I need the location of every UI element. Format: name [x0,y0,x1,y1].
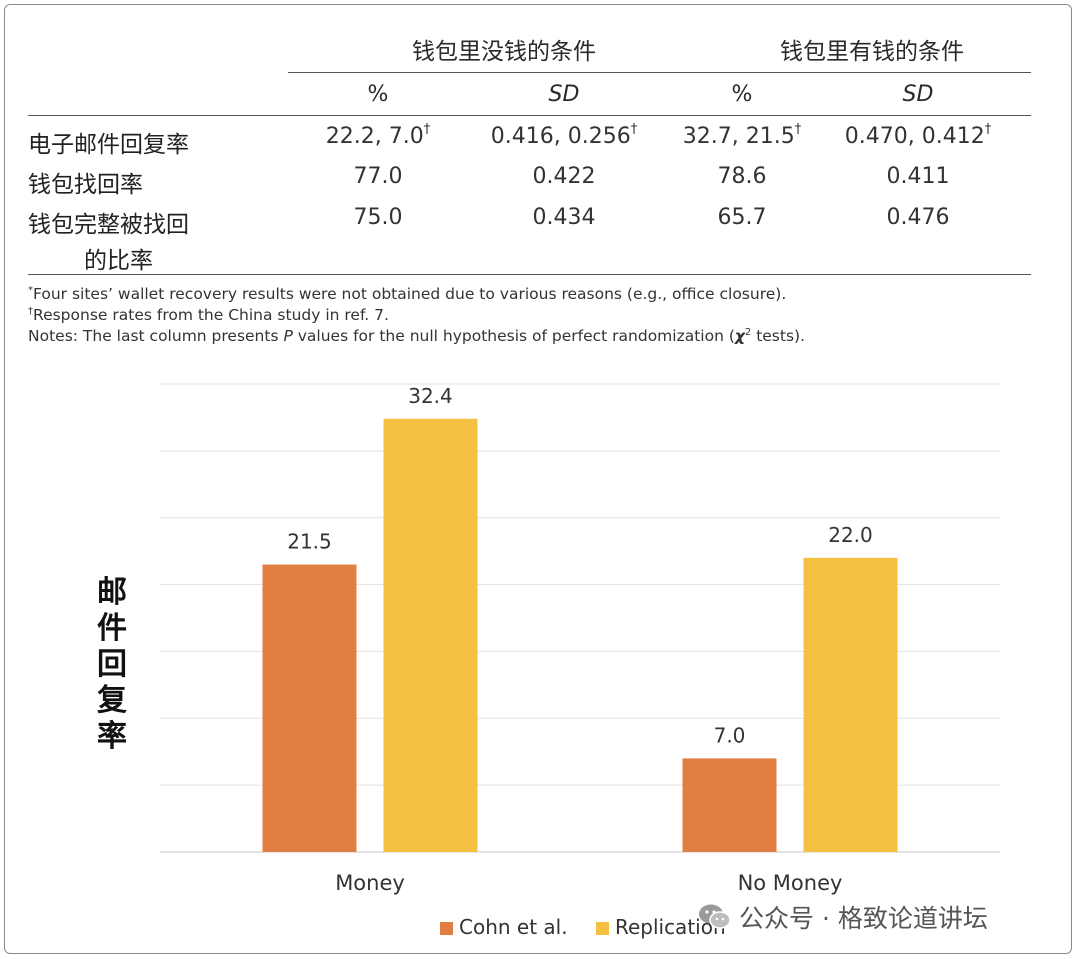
header-rule-top [288,72,1031,73]
table-cell: 0.476 [886,205,950,230]
bar [803,557,898,852]
subheader-pct-1: % [367,82,389,107]
legend: Cohn et al. Replication [440,915,726,939]
footnote-dagger: †Response rates from the China study in … [28,306,389,324]
table-cell: 0.422 [532,164,596,189]
row-label-email-response: 电子邮件回复率 [28,132,189,158]
bar [262,564,357,852]
legend-swatch-replication [595,922,609,935]
group-header-money: 钱包里有钱的条件 [780,39,964,65]
row-label-wallet-recovery: 钱包找回率 [28,172,143,198]
watermark: 公众号 · 格致论道讲坛 [697,899,988,935]
wechat-icon [699,904,731,929]
table-cell: 32.7, 21.5† [682,122,802,149]
table-cell: 0.411 [886,164,950,189]
table-cell: 77.0 [353,164,403,189]
row-label-intact-recovery: 钱包完整被找回 [28,212,189,238]
group-header-no-money: 钱包里没钱的条件 [412,39,596,65]
row-label-intact-recovery-line2: 的比率 [84,248,153,274]
data-label: 7.0 [714,723,746,747]
x-tick-label: Money [335,871,405,895]
y-axis-label: 邮件回复率 [97,575,127,754]
data-label: 22.0 [828,523,873,547]
footnote-asterisk: *Four sites’ wallet recovery results wer… [28,285,787,303]
table-cell: 75.0 [353,205,403,230]
legend-label-cohn: Cohn et al. [459,915,568,939]
footnote-notes: Notes: The last column presents P values… [28,327,806,345]
data-label: 21.5 [287,530,332,554]
subheader-sd-2: SD [902,82,934,107]
header-rule-bottom [28,115,1031,116]
subheader-sd-1: SD [548,82,580,107]
bar [383,418,478,852]
watermark-text: 公众号 · 格致论道讲坛 [739,904,988,933]
table-cell: 78.6 [717,164,767,189]
table-cell: 0.416, 0.256† [490,122,638,149]
figure-frame [4,4,1072,954]
table-bottom-rule [28,274,1031,275]
bar [682,758,777,852]
table-cell: 65.7 [717,205,767,230]
x-tick-label: No Money [738,871,843,895]
table-cell: 0.434 [532,205,596,230]
legend-swatch-cohn [440,922,453,935]
subheader-pct-2: % [731,82,753,107]
table-cell: 0.470, 0.412† [844,122,992,149]
data-label: 32.4 [408,384,453,408]
table-cell: 22.2, 7.0† [325,122,431,149]
